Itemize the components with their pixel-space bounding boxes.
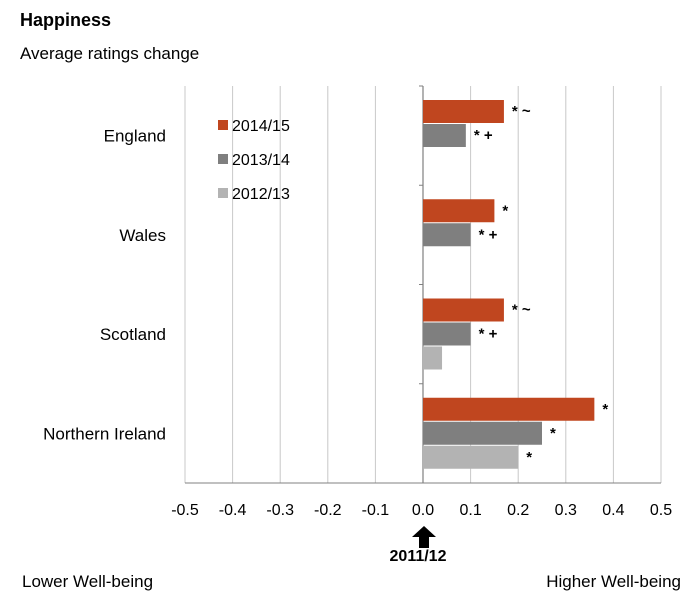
- x-tick-label: -0.3: [266, 502, 294, 519]
- bar: [423, 100, 504, 123]
- bar: [423, 223, 471, 247]
- x-tick-label: 0.4: [602, 502, 624, 519]
- x-tick-label: -0.1: [362, 502, 390, 519]
- x-tick-label: -0.4: [219, 502, 247, 519]
- data-annotation: * +: [474, 127, 493, 144]
- x-tick-label: -0.5: [171, 502, 199, 519]
- x-tick-label: 0.5: [650, 502, 672, 519]
- data-annotation: *: [550, 425, 556, 442]
- baseline-label: 2011/12: [389, 548, 447, 565]
- x-tick-label: 0.2: [507, 502, 529, 519]
- x-tick-label: 0.3: [555, 502, 577, 519]
- data-annotation: * ~: [512, 103, 531, 120]
- x-tick-label: -0.2: [314, 502, 342, 519]
- bar: [423, 397, 595, 421]
- legend-swatch: [218, 154, 228, 164]
- legend-label: 2013/14: [232, 152, 290, 169]
- data-annotation: * +: [479, 226, 498, 243]
- data-annotation: * ~: [512, 302, 531, 319]
- category-label: Scotland: [100, 325, 166, 344]
- data-annotation: *: [602, 401, 608, 418]
- data-annotation: *: [502, 202, 508, 219]
- legend-swatch: [218, 188, 228, 198]
- bar: [423, 346, 443, 370]
- bar: [423, 322, 471, 346]
- x-tick-label: 0.1: [459, 502, 481, 519]
- category-label: Wales: [119, 226, 166, 245]
- chart-subtitle: Average ratings change: [20, 44, 200, 63]
- higher-wellbeing-label: Higher Well-being: [546, 572, 681, 591]
- bar: [423, 124, 466, 147]
- legend-label: 2014/15: [232, 118, 290, 135]
- category-label: Northern Ireland: [43, 424, 166, 443]
- lower-wellbeing-label: Lower Well-being: [22, 572, 154, 591]
- x-tick-label: 0.0: [412, 502, 434, 519]
- bar: [423, 445, 519, 469]
- data-annotation: * +: [479, 326, 498, 343]
- bar: [423, 421, 542, 445]
- bar: [423, 199, 495, 223]
- category-label: England: [104, 127, 166, 146]
- data-annotation: *: [526, 449, 532, 466]
- bar: [423, 298, 504, 322]
- legend-label: 2012/13: [232, 186, 290, 203]
- chart-title: Happiness: [20, 10, 112, 30]
- legend-swatch: [218, 120, 228, 130]
